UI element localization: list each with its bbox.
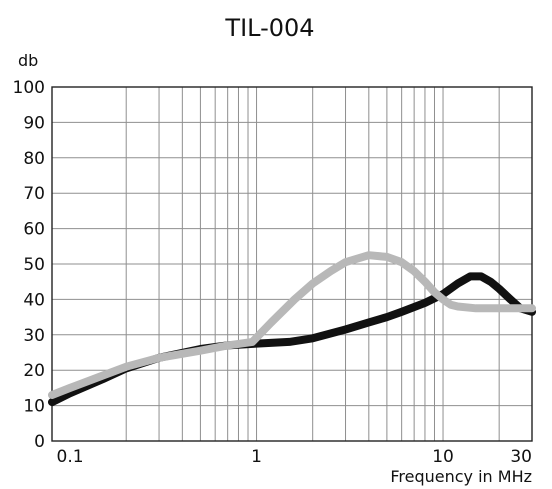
y-tick-label-80: 80 — [23, 149, 45, 169]
series-layer — [48, 251, 536, 407]
series-line-2 — [48, 251, 536, 399]
x-tick-label-10: 10 — [432, 447, 454, 467]
tick-labels: 0 10 20 30 40 50 60 70 80 90 100 0.1 1 10 30 — [13, 78, 532, 467]
y-tick-label-60: 60 — [23, 220, 45, 240]
y-tick-label-70: 70 — [23, 184, 45, 204]
x-tick-label-0.1: 0.1 — [57, 447, 84, 467]
x-tick-label-30: 30 — [510, 447, 532, 467]
grid — [51, 86, 533, 442]
chart-title: TIL-004 — [224, 14, 314, 42]
y-tick-label-10: 10 — [23, 397, 45, 417]
y-tick-label-50: 50 — [23, 255, 45, 275]
y-axis-label: db — [18, 51, 38, 70]
x-axis-label: Frequency in MHz — [390, 467, 532, 486]
plot-frame — [51, 86, 533, 442]
y-tick-label-30: 30 — [23, 326, 45, 346]
x-tick-label-1: 1 — [251, 447, 262, 467]
y-tick-label-0: 0 — [34, 432, 45, 452]
y-tick-label-40: 40 — [23, 290, 45, 310]
series-line-1 — [48, 272, 536, 407]
y-tick-label-20: 20 — [23, 361, 45, 381]
y-tick-label-100: 100 — [13, 78, 45, 98]
y-tick-label-90: 90 — [23, 113, 45, 133]
